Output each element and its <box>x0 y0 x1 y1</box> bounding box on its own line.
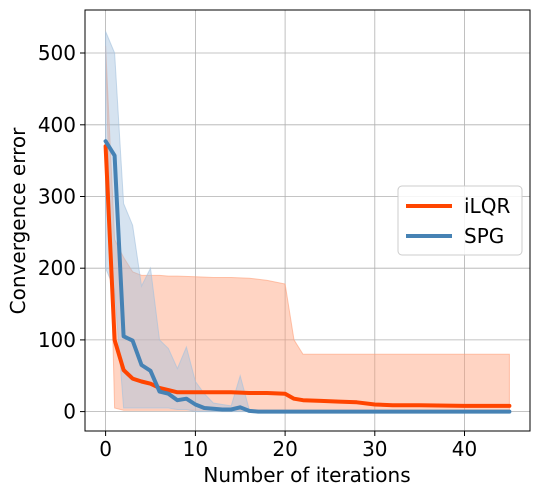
y-tick-label: 500 <box>38 41 76 65</box>
plot-area-frame <box>84 9 531 432</box>
legend: iLQR SPG <box>397 185 523 256</box>
band-ilqr <box>105 45 510 411</box>
legend-label-ilqr: iLQR <box>464 194 510 218</box>
y-axis-label: Convergence error <box>6 127 30 314</box>
y-tick-label: 300 <box>38 185 76 209</box>
x-tick-label: 30 <box>362 437 387 461</box>
x-tick-label: 20 <box>272 437 297 461</box>
y-tick-label: 0 <box>63 400 76 424</box>
x-tick-label: 0 <box>99 437 112 461</box>
y-tick-label: 100 <box>38 328 76 352</box>
x-tick-label: 40 <box>452 437 477 461</box>
series-line-ilqr <box>103 144 512 408</box>
series-line-spg <box>103 139 512 414</box>
x-tick-label: 10 <box>183 437 208 461</box>
x-axis-label: Number of iterations <box>203 463 410 487</box>
y-tick-label: 400 <box>38 113 76 137</box>
series-lines <box>103 139 512 414</box>
legend-label-spg: SPG <box>464 224 504 248</box>
y-tick-label: 200 <box>38 256 76 280</box>
